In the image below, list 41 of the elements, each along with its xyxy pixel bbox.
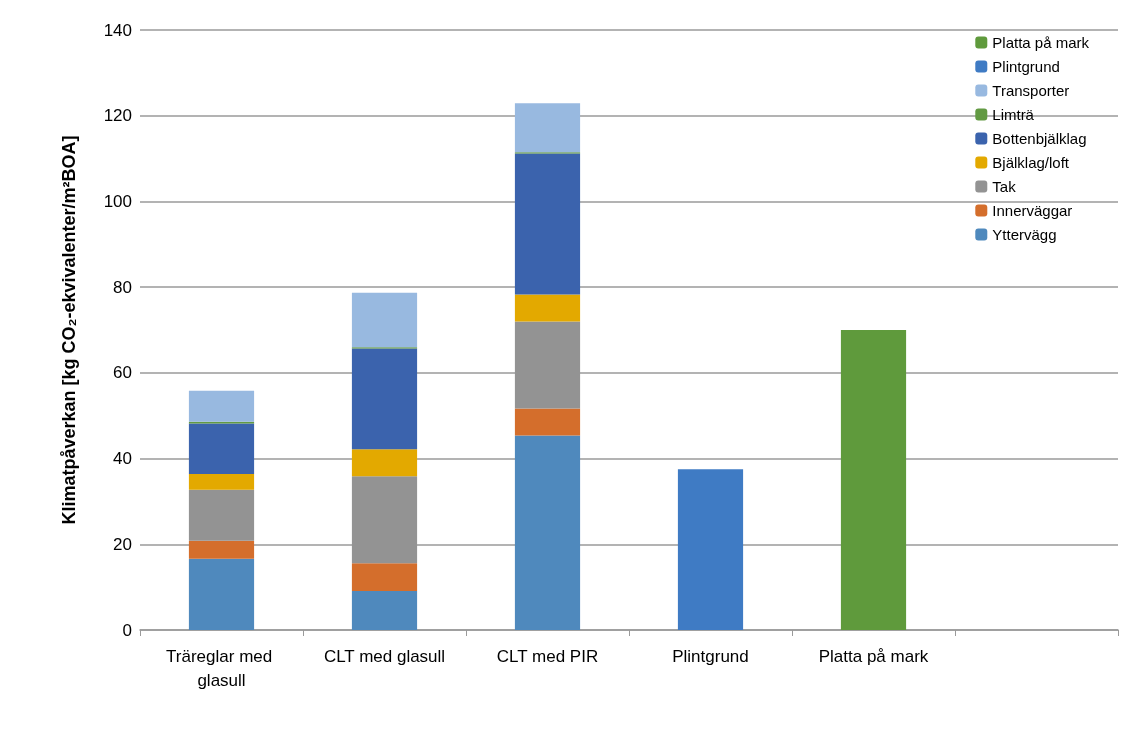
x-tick-label: Träreglar med glasull [166, 646, 277, 690]
legend-label: Yttervägg [992, 226, 1057, 243]
y-tick-label: 140 [103, 20, 132, 40]
x-tick-label: Platta på mark [818, 646, 929, 666]
bar [514, 435, 581, 630]
bar [514, 103, 581, 153]
bar [188, 558, 255, 630]
bar [351, 563, 418, 591]
legend-label: Limträ [992, 106, 1035, 123]
legend-label: Bjälklag/loft [992, 154, 1070, 171]
bar [351, 449, 418, 477]
legend-label: Transporter [992, 82, 1070, 99]
y-tick-label: 20 [113, 534, 132, 554]
legend-label: Platta på mark [992, 34, 1090, 51]
bar [188, 474, 255, 490]
bar [840, 330, 907, 630]
legend-label: Tak [992, 178, 1017, 195]
y-tick-label: 120 [103, 106, 132, 126]
legend-label: Bottenbjälklag [992, 130, 1087, 147]
bar [188, 423, 255, 474]
y-tick-label: 80 [113, 277, 132, 297]
bar [188, 489, 255, 541]
bar [677, 469, 744, 630]
bar [351, 348, 418, 450]
bar [514, 408, 581, 436]
bar [514, 294, 581, 322]
bar [188, 540, 255, 559]
y-tick-label: 60 [113, 363, 132, 383]
y-tick-label: 100 [103, 191, 132, 211]
x-tick-label: CLT med glasull [323, 646, 446, 666]
bar [351, 292, 418, 348]
y-tick-label: 0 [122, 620, 132, 640]
x-tick-label: Plintgrund [672, 646, 749, 666]
bar [351, 591, 418, 630]
bar [188, 390, 255, 422]
legend-label: Plintgrund [992, 58, 1060, 75]
x-tick-label: CLT med PIR [496, 646, 599, 666]
bar [514, 153, 581, 295]
y-axis-title: Klimatpåverkan [kg CO₂-ekvivalenter/m²BOA] [59, 135, 79, 525]
legend-label: Innerväggar [992, 202, 1073, 219]
y-tick-label: 40 [113, 449, 132, 469]
